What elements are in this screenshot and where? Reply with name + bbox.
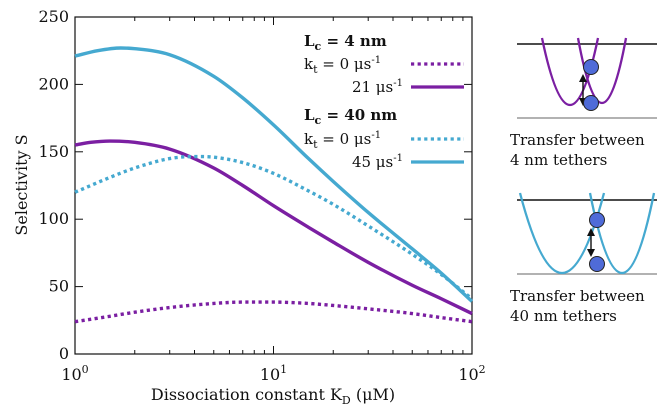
potential-well-left bbox=[518, 192, 606, 275]
y-tick-label: 200 bbox=[38, 74, 69, 93]
x-axis-ticks: 100 101 102 bbox=[61, 17, 486, 384]
inset-caption-line1: Transfer between bbox=[510, 131, 645, 149]
legend-label-4nm-kt21: 21 μs-1 bbox=[352, 78, 403, 96]
particle-lower bbox=[583, 95, 599, 111]
y-tick-label: 0 bbox=[59, 344, 69, 363]
y-axis-label: Selectivity S bbox=[12, 134, 31, 235]
y-tick-label: 100 bbox=[38, 209, 69, 228]
series-line-1 bbox=[74, 139, 473, 316]
arrowhead-down-icon bbox=[587, 249, 595, 257]
y-tick-label: 50 bbox=[49, 277, 69, 296]
inset-4nm-tethers: Transfer between 4 nm tethers bbox=[510, 37, 657, 169]
legend-heading-40nm: Lc = 40 nm bbox=[304, 106, 397, 127]
legend-heading-4nm: Lc = 4 nm bbox=[304, 32, 387, 53]
series-line-2 bbox=[74, 154, 474, 301]
potential-well-right bbox=[588, 192, 656, 275]
series-line-3 bbox=[74, 46, 474, 303]
x-axis-label: Dissociation constant KD (μM) bbox=[151, 385, 395, 406]
particle-upper bbox=[589, 212, 605, 228]
legend-label-4nm-kt0: kt = 0 μs-1 bbox=[304, 55, 381, 76]
y-axis-ticks: 0 50 100 150 200 250 bbox=[38, 7, 472, 363]
particle-upper bbox=[583, 59, 599, 75]
y-tick-label: 150 bbox=[38, 142, 69, 161]
legend-label-40nm-kt45: 45 μs-1 bbox=[352, 153, 403, 171]
arrowhead-up-icon bbox=[579, 74, 587, 82]
chart-legend: Lc = 4 nm kt = 0 μs-1 21 μs-1 Lc = 40 nm… bbox=[304, 32, 464, 171]
y-tick-label: 250 bbox=[38, 7, 69, 26]
arrowhead-up-icon bbox=[587, 228, 595, 236]
x-tick-label: 101 bbox=[260, 363, 287, 384]
inset-40nm-tethers: Transfer between 40 nm tethers bbox=[510, 192, 657, 325]
inset-caption-line2: 40 nm tethers bbox=[510, 307, 617, 325]
inset-caption-line2: 4 nm tethers bbox=[510, 151, 607, 169]
series-curves bbox=[74, 46, 474, 324]
series-line-0 bbox=[74, 300, 473, 324]
particle-lower bbox=[589, 256, 605, 272]
x-tick-label: 102 bbox=[458, 363, 485, 384]
x-tick-label: 100 bbox=[61, 363, 88, 384]
legend-label-40nm-kt0: kt = 0 μs-1 bbox=[304, 130, 381, 151]
inset-caption-line1: Transfer between bbox=[510, 287, 645, 305]
